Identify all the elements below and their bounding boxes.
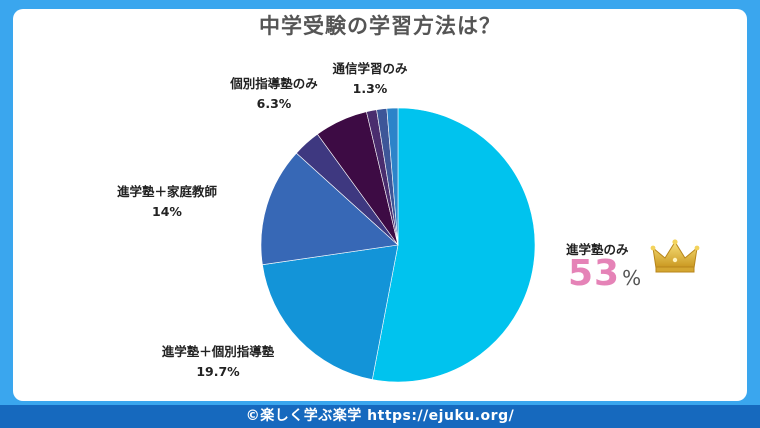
- label-kobetsu-only: 個別指導塾のみ 6.3%: [212, 74, 336, 114]
- label-shingaku-only-percent: %: [622, 266, 642, 290]
- label-shingaku-only-value: 53%: [568, 253, 641, 294]
- label-katei: 進学塾＋家庭教師 14%: [96, 182, 238, 222]
- pie-slice-2: [260, 152, 399, 266]
- label-kobetsu-combo-value: 19.7%: [196, 364, 240, 379]
- label-kobetsu-combo-name: 進学塾＋個別指導塾: [161, 344, 275, 359]
- pie-slice-0: [371, 107, 536, 383]
- label-katei-value: 14%: [152, 204, 182, 219]
- pie-slices: [260, 107, 536, 383]
- label-kobetsu-only-name: 個別指導塾のみ: [230, 76, 318, 91]
- label-tsushin-value: 1.3%: [352, 81, 388, 96]
- pie-slice-7: [386, 107, 399, 246]
- label-kobetsu-combo: 進学塾＋個別指導塾 19.7%: [138, 342, 298, 382]
- crown-icon: [650, 239, 700, 273]
- chart-title: 中学受験の学習方法は？: [259, 14, 501, 38]
- pie-slice-1: [262, 244, 399, 380]
- label-tsushin-name: 通信学習のみ: [332, 61, 408, 76]
- label-shingaku-only-name: 進学塾のみ: [566, 242, 629, 257]
- label-tsushin: 通信学習のみ 1.3%: [310, 59, 430, 99]
- footer-credit: ©楽しく学ぶ楽学 https://ejuku.org/: [0, 405, 760, 428]
- label-kobetsu-only-value: 6.3%: [256, 96, 292, 111]
- label-katei-name: 進学塾＋家庭教師: [116, 184, 217, 199]
- label-shingaku-only-number: 53: [568, 253, 621, 294]
